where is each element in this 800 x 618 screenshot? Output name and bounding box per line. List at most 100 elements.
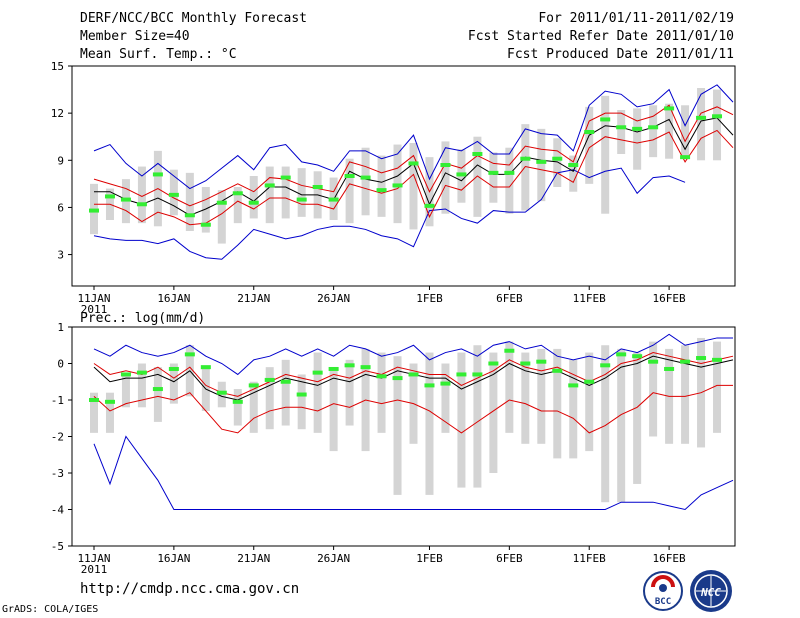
median-marker [376, 188, 387, 193]
x-tick-label: 11JAN [77, 552, 110, 565]
median-marker [312, 370, 323, 375]
y-tick-label: 3 [57, 249, 64, 262]
median-marker [120, 372, 131, 377]
spread-box [361, 147, 370, 216]
lower-envelope-line [93, 435, 734, 511]
spread-box [649, 105, 658, 158]
spread-box [217, 190, 226, 244]
median-marker [89, 398, 99, 402]
spread-box [681, 105, 690, 156]
spread-box [521, 352, 530, 444]
median-marker [520, 156, 531, 161]
y-tick-label: 9 [57, 154, 64, 167]
spread-box [249, 381, 258, 433]
spread-box [409, 143, 418, 230]
spread-box [169, 363, 178, 404]
y-tick-label: 12 [51, 107, 64, 120]
median-marker [696, 356, 707, 361]
median-marker [392, 376, 403, 381]
spread-box [697, 88, 706, 161]
x-tick-label: 16JAN [157, 552, 190, 565]
median-marker [168, 366, 179, 371]
median-marker [296, 197, 307, 202]
median-marker [136, 202, 147, 207]
y-tick-label: -5 [51, 540, 64, 553]
spread-box [313, 352, 322, 433]
spread-box [585, 352, 594, 452]
median-marker [248, 200, 259, 205]
median-marker [264, 183, 275, 188]
median-marker [600, 363, 611, 368]
x-tick-label: 21JAN [237, 552, 270, 565]
spread-box [681, 345, 690, 444]
spread-box [601, 95, 610, 214]
upper-spread-line [93, 352, 734, 397]
median-marker [392, 183, 403, 188]
median-marker [616, 352, 627, 357]
x-tick-label: 26JAN [317, 552, 350, 565]
median-marker [552, 368, 563, 373]
spread-box [153, 367, 162, 422]
y-tick-label: -1 [51, 394, 64, 407]
spread-box [121, 374, 130, 408]
lower-spread-line [93, 384, 733, 434]
spread-box [569, 155, 578, 192]
median-marker [552, 156, 563, 161]
median-marker [616, 125, 627, 130]
y-tick-label: -4 [51, 504, 65, 517]
median-marker [424, 383, 435, 388]
spread-box [90, 392, 98, 433]
temperature-chart: 3 6 9 12 15 11JAN 16JAN 21JAN 26JAN 1FEB 6FEB 11FEB… [51, 60, 736, 316]
x-year-label: 2011 [81, 303, 108, 316]
spread-box [489, 152, 498, 203]
median-marker [328, 366, 339, 371]
median-marker [696, 115, 707, 120]
spread-box [377, 352, 386, 433]
x-tick-label: 11JAN [77, 292, 110, 305]
median-marker [408, 372, 419, 377]
spread-box [441, 141, 450, 214]
median-marker [360, 365, 371, 370]
spread-box [233, 187, 242, 224]
median-marker [280, 379, 291, 384]
x-year-label: 2011 [81, 563, 108, 576]
spread-box [505, 341, 514, 433]
median-marker [488, 361, 499, 366]
ncc-logo-text: NCC [700, 586, 721, 599]
spread-box [249, 176, 258, 219]
median-marker [664, 106, 675, 111]
x-tick-label: 16FEB [653, 552, 686, 565]
median-marker [232, 399, 243, 404]
median-marker [344, 174, 355, 178]
website-url[interactable]: http://cmdp.ncc.cma.gov.cn [80, 581, 300, 597]
spread-box [329, 370, 338, 452]
median-marker [440, 381, 451, 386]
median-marker [376, 374, 387, 379]
spread-box [601, 345, 610, 503]
grads-credit: GrADS: COLA/IGES [2, 604, 99, 615]
spread-box [169, 169, 178, 216]
median-marker [136, 370, 147, 375]
median-marker [328, 197, 339, 202]
median-marker [568, 163, 579, 167]
median-marker [600, 117, 611, 122]
x-tick-label: 6FEB [496, 292, 523, 305]
y-tick-label: -3 [51, 467, 64, 480]
median-marker [89, 208, 99, 213]
spread-box [345, 359, 354, 426]
median-marker [104, 194, 115, 199]
spread-box [441, 363, 450, 433]
spread-box [489, 352, 498, 473]
bcc-logo-text: BCC [655, 597, 671, 607]
median-marker [456, 172, 467, 177]
start-date-label: Fcst Started Refer Date 2011/01/10 [467, 29, 734, 44]
median-marker [408, 161, 419, 166]
median-marker [456, 372, 467, 377]
spread-box [633, 352, 642, 484]
spread-box [505, 147, 514, 214]
produced-date-label: Fcst Produced Date 2011/01/11 [507, 47, 734, 62]
x-tick-label: 16FEB [653, 292, 686, 305]
spread-box [553, 138, 562, 187]
precip-title: Prec.: log(mm/d) [80, 311, 205, 326]
